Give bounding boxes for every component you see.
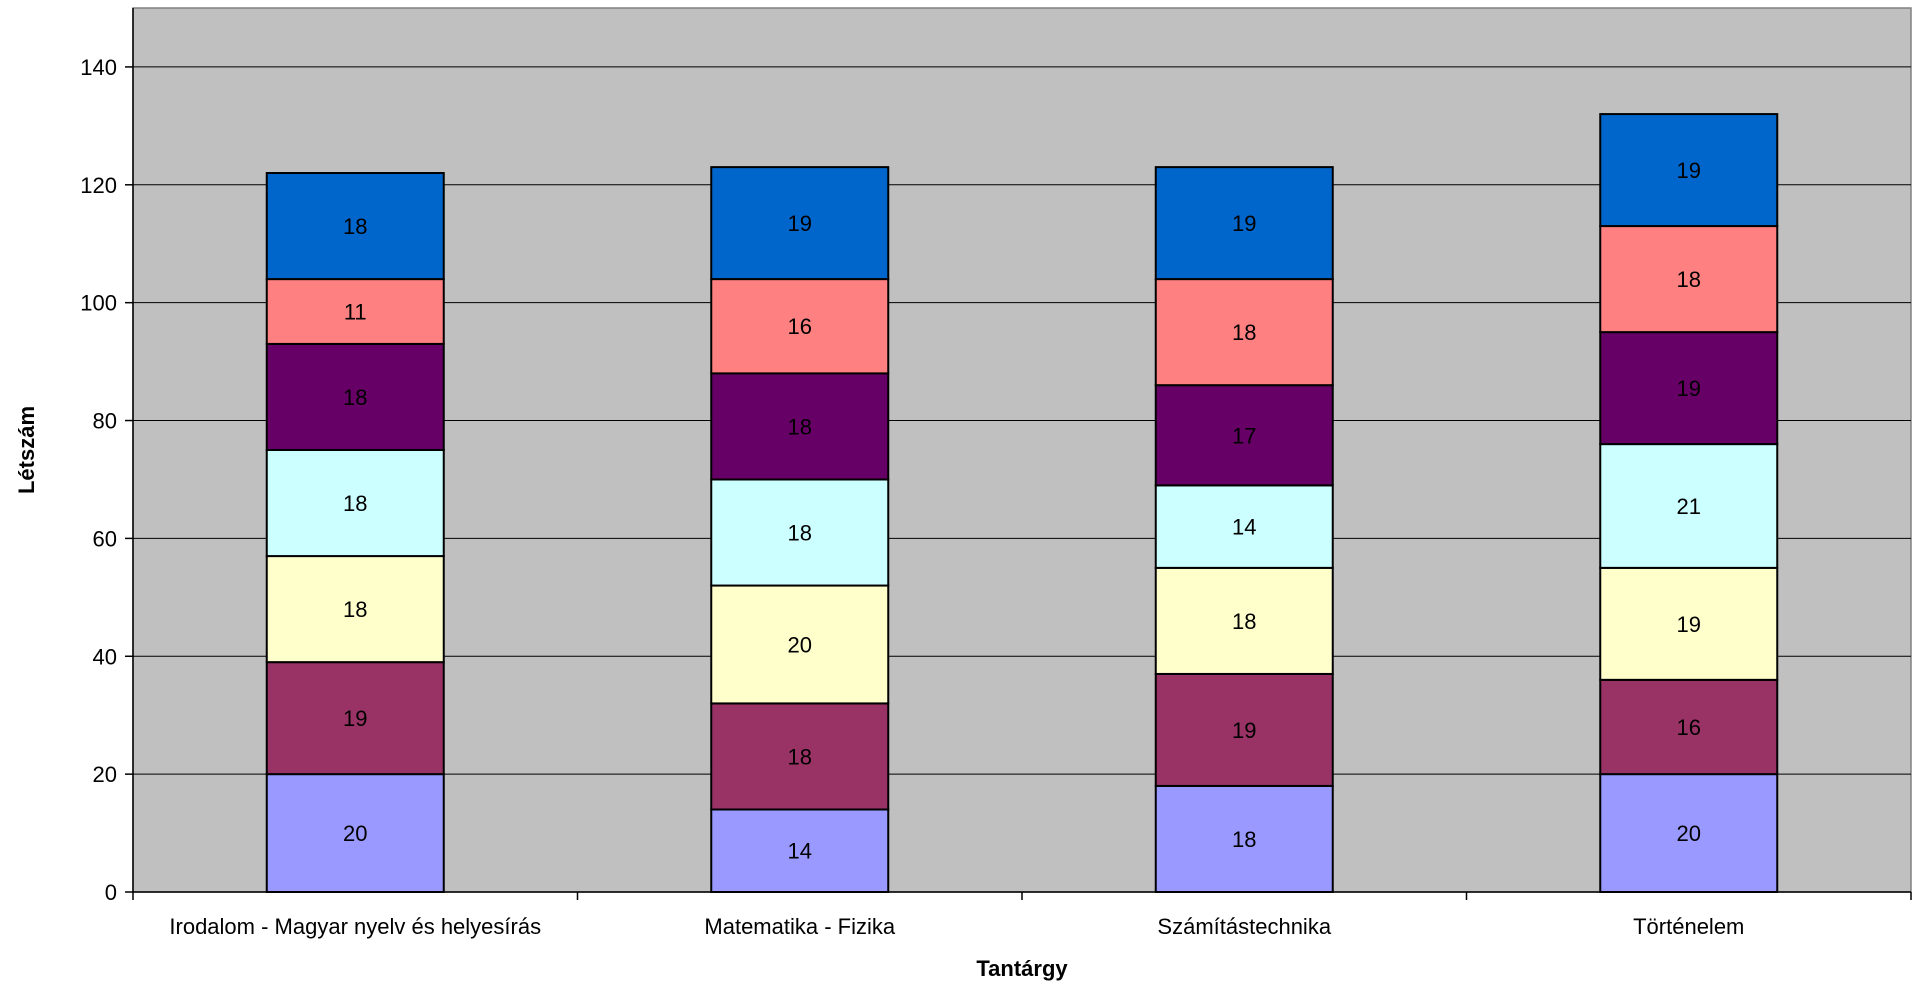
data-label: 20 xyxy=(343,821,367,846)
data-label: 18 xyxy=(343,385,367,410)
bar-segment xyxy=(1599,566,1779,681)
data-label: 18 xyxy=(1232,609,1256,634)
bar-segment xyxy=(265,773,445,894)
data-label: 18 xyxy=(788,744,812,769)
y-axis-title: Létszám xyxy=(14,406,39,494)
data-label: 18 xyxy=(788,414,812,439)
bars xyxy=(265,113,1779,894)
bar-segment xyxy=(710,478,890,587)
bar-segment xyxy=(1154,278,1334,387)
y-tick-label: 60 xyxy=(93,526,117,551)
data-label: 19 xyxy=(1677,376,1701,401)
bar-segment xyxy=(710,702,890,811)
data-label: 14 xyxy=(1232,515,1256,540)
x-axis: Irodalom - Magyar nyelv és helyesírás Mat… xyxy=(132,891,1912,939)
y-tick-label: 80 xyxy=(93,409,117,434)
data-label: 19 xyxy=(1677,158,1701,183)
bar-segment xyxy=(265,342,445,452)
data-labels: 20 19 18 18 18 11 18 14 18 20 18 18 16 19 18 19 18 14 17 18… xyxy=(343,158,1701,864)
bar-segment xyxy=(1154,672,1334,787)
bar-segment xyxy=(1599,443,1779,569)
data-label: 18 xyxy=(343,491,367,516)
data-label: 19 xyxy=(1232,718,1256,743)
bar-segment xyxy=(1154,566,1334,675)
y-tick-label: 100 xyxy=(80,291,117,316)
data-label: 19 xyxy=(343,706,367,731)
y-axis: 0 20 40 60 80 100 120 140 xyxy=(80,8,134,905)
y-tick-label: 140 xyxy=(80,55,117,80)
data-label: 18 xyxy=(1232,827,1256,852)
bar-segment xyxy=(1154,166,1334,281)
x-axis-title: Tantárgy xyxy=(976,956,1068,981)
data-label: 18 xyxy=(343,214,367,239)
x-tick-label: Történelem xyxy=(1633,914,1744,939)
x-tick-label: Számítástechnika xyxy=(1157,914,1331,939)
y-tick-label: 120 xyxy=(80,173,117,198)
data-label: 18 xyxy=(1232,320,1256,345)
y-tick-label: 40 xyxy=(93,644,117,669)
data-label: 19 xyxy=(1677,612,1701,637)
data-label: 14 xyxy=(788,839,812,864)
bar-segment xyxy=(710,808,890,894)
x-tick-label: Irodalom - Magyar nyelv és helyesírás xyxy=(169,914,541,939)
bar-segment xyxy=(1154,484,1334,569)
bar-segment xyxy=(265,172,445,281)
bar-segment xyxy=(1154,384,1334,487)
x-tick-label: Matematika - Fizika xyxy=(704,914,895,939)
data-label: 16 xyxy=(1677,715,1701,740)
data-label: 11 xyxy=(344,300,367,325)
bar-segment xyxy=(1599,113,1779,228)
data-label: 18 xyxy=(1677,267,1701,292)
data-label: 21 xyxy=(1677,494,1701,519)
data-label: 18 xyxy=(788,521,812,546)
bar-segment xyxy=(1154,784,1334,893)
bar-segment xyxy=(710,584,890,705)
bar-segment xyxy=(265,278,445,345)
data-label: 17 xyxy=(1232,423,1256,448)
data-label: 20 xyxy=(1677,821,1701,846)
data-label: 19 xyxy=(788,211,812,236)
data-label: 20 xyxy=(788,632,812,657)
bar-segment xyxy=(710,166,890,281)
bar-segment xyxy=(1599,678,1779,776)
data-label: 19 xyxy=(1232,211,1256,236)
data-label: 18 xyxy=(343,597,367,622)
bar-segment xyxy=(710,278,890,375)
bar-segment xyxy=(1599,773,1779,894)
bar-segment xyxy=(1599,225,1779,334)
bar-segment xyxy=(265,449,445,558)
data-label: 16 xyxy=(788,314,812,339)
y-tick-label: 0 xyxy=(105,880,117,905)
bar-segment xyxy=(265,661,445,776)
y-tick-label: 20 xyxy=(93,762,117,787)
bar-segment xyxy=(710,372,890,481)
